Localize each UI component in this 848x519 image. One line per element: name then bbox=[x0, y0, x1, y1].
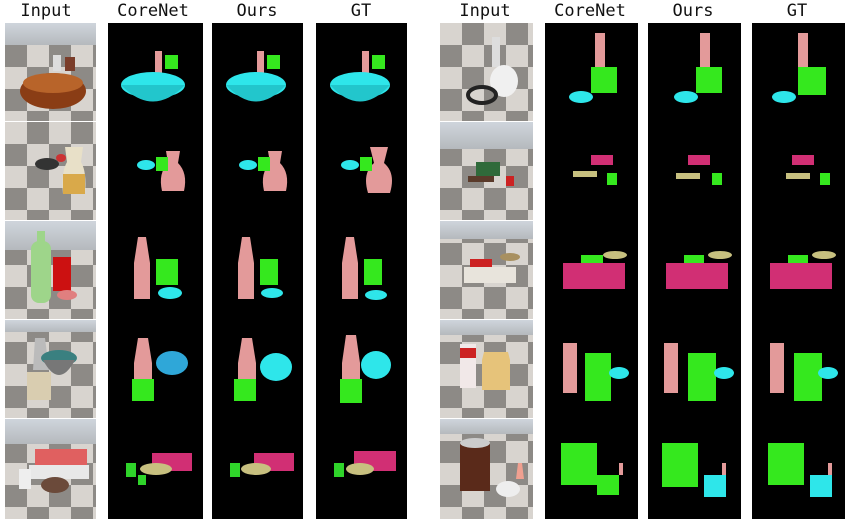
header-input-right: Input bbox=[459, 1, 511, 21]
input-photo-jar bbox=[440, 419, 533, 519]
gt-column-left bbox=[316, 23, 407, 519]
input-photo-vase bbox=[5, 122, 96, 220]
ours-column-right bbox=[648, 23, 741, 519]
corenet-column-right bbox=[545, 23, 638, 519]
input-column-right bbox=[440, 23, 533, 519]
input-photo-bottle-vase bbox=[440, 320, 533, 418]
input-photo-couch bbox=[440, 221, 533, 319]
input-photo-bench bbox=[440, 122, 533, 220]
header-input-left: Input bbox=[20, 1, 72, 21]
header-corenet-right: CoreNet bbox=[554, 1, 626, 21]
gt-column-right bbox=[752, 23, 845, 519]
input-photo-bottle bbox=[5, 221, 96, 319]
header-corenet-left: CoreNet bbox=[117, 1, 189, 21]
input-photo-cup-bowl bbox=[5, 320, 96, 418]
input-photo-sofa bbox=[5, 419, 96, 519]
header-gt-left: GT bbox=[350, 1, 372, 21]
header-ours-left: Ours bbox=[236, 1, 278, 21]
header-gt-right: GT bbox=[786, 1, 808, 21]
input-column-left bbox=[5, 23, 96, 519]
input-photo-bowl bbox=[5, 23, 96, 121]
ours-column-left bbox=[212, 23, 303, 519]
input-photo-mug-plate bbox=[440, 23, 533, 121]
header-ours-right: Ours bbox=[672, 1, 714, 21]
corenet-column-left bbox=[108, 23, 203, 519]
